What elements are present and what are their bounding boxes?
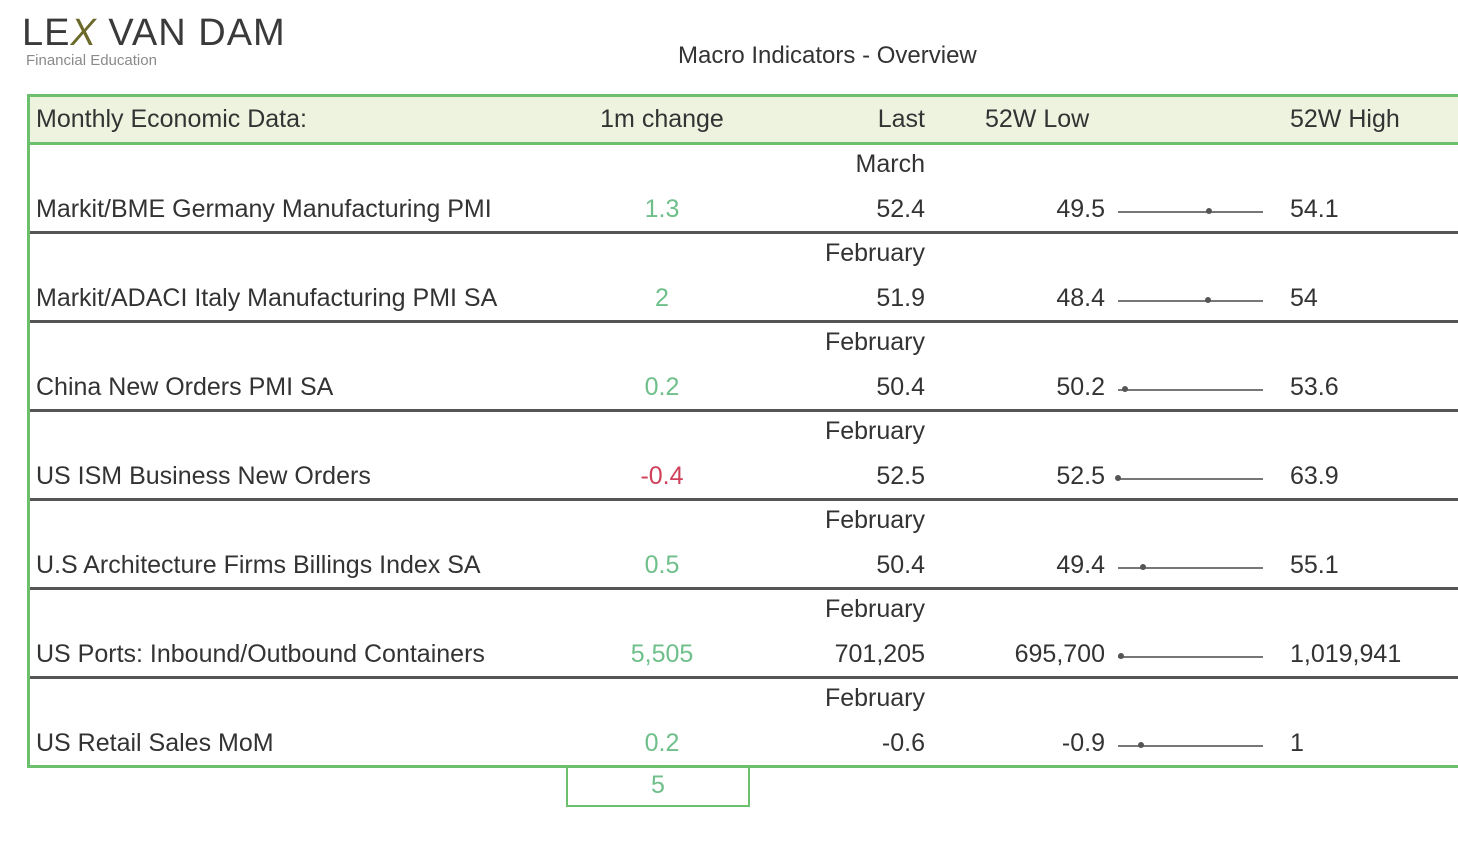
row-month: February bbox=[824, 684, 925, 712]
row-52w-high: 63.9 bbox=[1290, 462, 1339, 490]
range-line bbox=[1118, 211, 1263, 213]
header-last: Last bbox=[877, 105, 925, 133]
row-name: Markit/BME Germany Manufacturing PMI bbox=[36, 195, 492, 223]
row-month: March bbox=[855, 150, 925, 178]
row-change: 0.2 bbox=[644, 729, 680, 757]
table-row: February US Ports: Inbound/Outbound Cont… bbox=[30, 590, 1458, 679]
row-52w-low: 695,700 bbox=[1014, 640, 1105, 668]
row-change: 0.2 bbox=[644, 373, 680, 401]
row-52w-high: 1,019,941 bbox=[1290, 640, 1402, 668]
row-month: February bbox=[824, 417, 925, 445]
logo-subtitle: Financial Education bbox=[26, 52, 157, 69]
range-marker-icon bbox=[1122, 386, 1129, 392]
range-marker-icon bbox=[1204, 297, 1211, 303]
logo-wordmark: LEX VAN DAM bbox=[22, 12, 286, 54]
range-marker-icon bbox=[1206, 208, 1213, 214]
row-change: -0.4 bbox=[640, 462, 684, 490]
range-sparkline bbox=[1118, 741, 1263, 751]
table-row: March Markit/BME Germany Manufacturing P… bbox=[30, 145, 1458, 234]
range-line bbox=[1118, 567, 1263, 569]
range-sparkline bbox=[1115, 474, 1263, 484]
row-name: Markit/ADACI Italy Manufacturing PMI SA bbox=[36, 284, 498, 312]
row-52w-low: 49.5 bbox=[1056, 195, 1105, 223]
row-name: US Ports: Inbound/Outbound Containers bbox=[36, 640, 485, 668]
row-52w-high: 1 bbox=[1290, 729, 1304, 757]
header-name: Monthly Economic Data: bbox=[36, 105, 307, 133]
header-change: 1m change bbox=[600, 105, 724, 133]
indicators-table: Monthly Economic Data: 1m change Last 52… bbox=[27, 94, 1458, 768]
table-row: February U.S Architecture Firms Billings… bbox=[30, 501, 1458, 590]
table-row: February US Retail Sales MoM 0.2 -0.6 -0… bbox=[30, 679, 1458, 768]
row-month: February bbox=[824, 328, 925, 356]
range-marker-icon bbox=[1115, 475, 1121, 481]
row-name: U.S Architecture Firms Billings Index SA bbox=[36, 551, 481, 579]
row-last: 52.5 bbox=[876, 462, 925, 490]
row-52w-high: 55.1 bbox=[1290, 551, 1339, 579]
row-52w-low: 50.2 bbox=[1056, 373, 1105, 401]
row-name: US Retail Sales MoM bbox=[36, 729, 274, 757]
header-high: 52W High bbox=[1290, 105, 1400, 133]
range-line bbox=[1118, 389, 1263, 391]
row-month: February bbox=[824, 595, 925, 623]
range-line bbox=[1118, 656, 1263, 658]
range-sparkline bbox=[1118, 385, 1263, 395]
row-change: 0.5 bbox=[644, 551, 680, 579]
table-row: February US ISM Business New Orders -0.4… bbox=[30, 412, 1458, 501]
row-month: February bbox=[824, 506, 925, 534]
range-marker-icon bbox=[1117, 653, 1124, 659]
range-sparkline bbox=[1118, 207, 1263, 217]
row-52w-low: -0.9 bbox=[1061, 729, 1105, 757]
range-sparkline bbox=[1118, 563, 1263, 573]
row-last: 52.4 bbox=[876, 195, 925, 223]
row-change: 5,505 bbox=[630, 640, 694, 668]
table-row: February China New Orders PMI SA 0.2 50.… bbox=[30, 323, 1458, 412]
page-title: Macro Indicators - Overview bbox=[678, 42, 977, 69]
row-last: -0.6 bbox=[881, 729, 925, 757]
row-last: 50.4 bbox=[876, 551, 925, 579]
row-52w-low: 52.5 bbox=[1056, 462, 1105, 490]
range-sparkline bbox=[1118, 296, 1263, 306]
range-line bbox=[1118, 745, 1263, 747]
row-52w-high: 54.1 bbox=[1290, 195, 1339, 223]
row-52w-low: 48.4 bbox=[1056, 284, 1105, 312]
table-row: February Markit/ADACI Italy Manufacturin… bbox=[30, 234, 1458, 323]
row-change: 2 bbox=[655, 284, 669, 312]
row-name: China New Orders PMI SA bbox=[36, 373, 334, 401]
row-52w-high: 53.6 bbox=[1290, 373, 1339, 401]
range-marker-icon bbox=[1138, 742, 1145, 748]
range-line bbox=[1118, 300, 1263, 302]
change-total-cell[interactable]: 5 bbox=[566, 765, 750, 807]
row-name: US ISM Business New Orders bbox=[36, 462, 371, 490]
range-marker-icon bbox=[1139, 564, 1146, 570]
header-low: 52W Low bbox=[985, 105, 1090, 133]
row-change: 1.3 bbox=[644, 195, 680, 223]
row-last: 701,205 bbox=[834, 640, 925, 668]
logo: LEX VAN DAM Financial Education bbox=[22, 12, 286, 69]
row-52w-high: 54 bbox=[1290, 284, 1318, 312]
row-last: 50.4 bbox=[876, 373, 925, 401]
row-month: February bbox=[824, 239, 925, 267]
range-sparkline bbox=[1117, 652, 1263, 662]
row-last: 51.9 bbox=[876, 284, 925, 312]
range-line bbox=[1118, 478, 1263, 480]
table-header: Monthly Economic Data: 1m change Last 52… bbox=[30, 94, 1458, 145]
row-52w-low: 49.4 bbox=[1056, 551, 1105, 579]
